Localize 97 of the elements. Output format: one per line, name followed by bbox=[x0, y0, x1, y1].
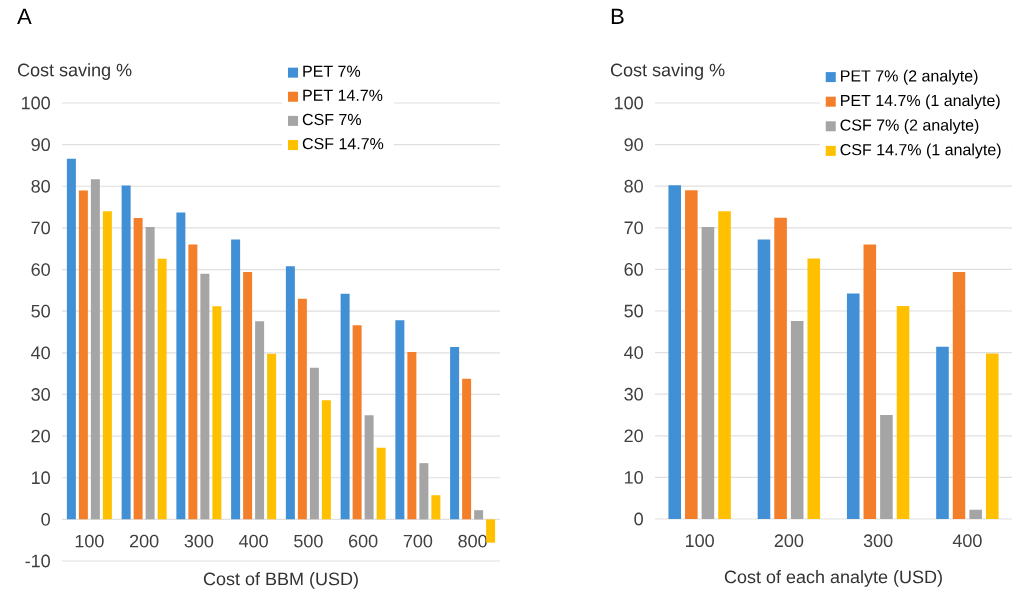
bar bbox=[863, 244, 877, 519]
y-tick-label: 40 bbox=[624, 346, 643, 359]
y-tick-label: 70 bbox=[624, 221, 643, 235]
x-tick-label: 700 bbox=[403, 534, 433, 548]
bar bbox=[807, 258, 821, 519]
bar bbox=[668, 185, 682, 519]
bar bbox=[321, 400, 331, 520]
bar bbox=[936, 346, 949, 519]
legend-label: CSF 14.7% bbox=[302, 137, 384, 150]
legend-label: PET 14.7% (1 analyte) bbox=[841, 94, 1000, 110]
y-tick-label: 80 bbox=[31, 179, 50, 193]
bar bbox=[419, 463, 429, 520]
legend-label: PET 7% bbox=[303, 65, 361, 77]
y-tick-label: 30 bbox=[31, 388, 50, 401]
bar bbox=[486, 519, 496, 543]
bar bbox=[255, 321, 265, 520]
x-tick-label: 200 bbox=[130, 534, 159, 548]
y-tick-label: 40 bbox=[31, 346, 50, 360]
y-tick-label: -10 bbox=[25, 554, 50, 568]
bar bbox=[78, 190, 88, 520]
bar bbox=[145, 227, 155, 520]
y-tick-label: 90 bbox=[624, 138, 643, 151]
bar bbox=[952, 271, 966, 519]
x-tick-label: 400 bbox=[239, 534, 268, 548]
x-tick-label: 100 bbox=[685, 534, 714, 548]
y-axis-title: Cost saving % bbox=[17, 63, 132, 80]
x-axis-title: Cost of each analyte (USD) bbox=[724, 570, 942, 587]
y-tick-label: 0 bbox=[41, 512, 50, 526]
bar bbox=[685, 190, 698, 519]
x-tick-label: 500 bbox=[294, 534, 323, 548]
bar bbox=[896, 306, 910, 519]
bar bbox=[376, 447, 386, 520]
y-axis-title: Cost saving % bbox=[610, 63, 725, 80]
bar bbox=[395, 320, 405, 520]
x-tick-label: 600 bbox=[349, 534, 378, 548]
bar bbox=[462, 378, 472, 520]
bar bbox=[188, 244, 198, 520]
bar bbox=[157, 258, 167, 520]
bar bbox=[774, 217, 787, 519]
bar bbox=[364, 415, 374, 520]
y-tick-label: 50 bbox=[624, 304, 643, 318]
legend-label: CSF 14.7% (1 analyte) bbox=[840, 143, 1001, 159]
y-tick-label: 100 bbox=[615, 96, 643, 110]
y-tick-label: 70 bbox=[31, 221, 50, 235]
y-tick-label: 30 bbox=[624, 387, 643, 401]
legend-label: PET 14.7% bbox=[303, 89, 383, 101]
bar bbox=[200, 273, 210, 520]
x-axis-title: Cost of BBM (USD) bbox=[203, 572, 358, 589]
y-tick-label: 80 bbox=[624, 179, 643, 193]
y-tick-label: 0 bbox=[634, 512, 643, 526]
y-tick-label: 20 bbox=[624, 429, 643, 443]
bar bbox=[880, 415, 893, 519]
bar bbox=[133, 217, 143, 520]
chart-title: B bbox=[611, 8, 624, 24]
y-tick-label: 60 bbox=[31, 263, 50, 276]
x-tick-label: 800 bbox=[458, 534, 487, 548]
bar bbox=[701, 226, 715, 519]
x-tick-label: 300 bbox=[863, 534, 893, 548]
bar bbox=[297, 298, 307, 520]
bar bbox=[757, 239, 771, 519]
x-tick-label: 200 bbox=[774, 534, 804, 548]
bar bbox=[718, 211, 731, 519]
bar bbox=[352, 325, 362, 520]
bar bbox=[407, 351, 417, 520]
bar bbox=[450, 346, 460, 520]
legend-label: CSF 7% (2 analyte) bbox=[840, 118, 979, 134]
x-tick-label: 400 bbox=[952, 534, 982, 548]
bar bbox=[846, 293, 860, 519]
bar bbox=[212, 306, 222, 520]
bar bbox=[267, 353, 277, 520]
chart-title: A bbox=[17, 8, 32, 24]
bar bbox=[340, 293, 350, 520]
bar bbox=[231, 239, 241, 520]
bar bbox=[474, 510, 484, 520]
y-tick-label: 10 bbox=[625, 471, 643, 484]
y-tick-label: 50 bbox=[31, 304, 50, 318]
bar bbox=[969, 509, 982, 519]
x-tick-label: 300 bbox=[184, 534, 214, 548]
bar bbox=[66, 158, 76, 520]
y-tick-label: 10 bbox=[32, 471, 50, 485]
y-tick-label: 90 bbox=[31, 138, 50, 152]
bar bbox=[102, 211, 112, 520]
bar bbox=[985, 353, 999, 519]
bar bbox=[285, 266, 295, 520]
bar bbox=[790, 320, 804, 519]
bar bbox=[176, 212, 186, 520]
bar bbox=[243, 272, 253, 520]
bar bbox=[431, 495, 441, 520]
legend-label: CSF 7% bbox=[302, 113, 361, 126]
y-tick-label: 60 bbox=[624, 263, 643, 276]
legend-label: PET 7% (2 analyte) bbox=[841, 69, 978, 85]
y-tick-label: 100 bbox=[22, 96, 50, 110]
bar bbox=[309, 367, 319, 520]
y-tick-label: 20 bbox=[31, 429, 50, 443]
bar bbox=[90, 179, 100, 520]
bar bbox=[121, 185, 131, 520]
x-tick-label: 100 bbox=[75, 534, 104, 548]
